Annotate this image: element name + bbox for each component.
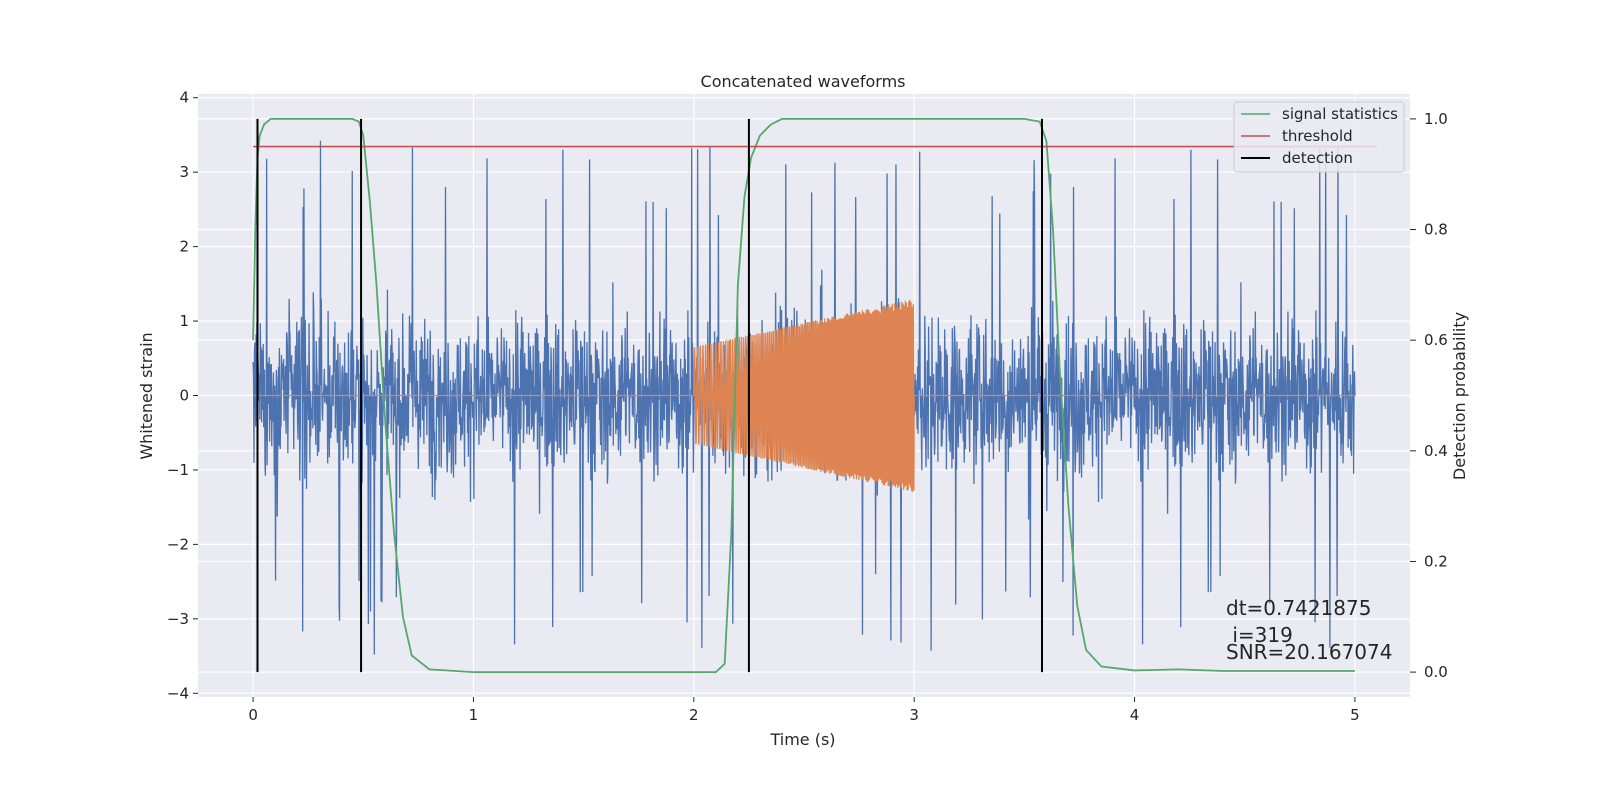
- y2-tick-label: 0.8: [1424, 221, 1448, 239]
- legend-label-threshold: threshold: [1282, 127, 1353, 145]
- y-tick-label: 1: [179, 312, 189, 330]
- x-tick-label: 4: [1130, 706, 1140, 724]
- y2-tick-label: 0.6: [1424, 331, 1448, 349]
- legend: signal statistics threshold detection: [1233, 101, 1405, 173]
- annotation-snr: SNR=20.167074: [1226, 640, 1392, 664]
- x-tick-label: 0: [248, 706, 258, 724]
- x-tick-label: 5: [1350, 706, 1360, 724]
- signal-statistics-line: [252, 117, 1355, 674]
- annotation-i: i=319: [1226, 623, 1293, 647]
- injected-signal-line: [253, 299, 1355, 492]
- legend-label-signal-statistics: signal statistics: [1282, 105, 1398, 123]
- data-layer: [252, 117, 1377, 674]
- x-tick-label: 3: [909, 706, 919, 724]
- axes: 0 1 2 3 4 5 −4 −3 −2 −1 0 1 2 3 4 0.0 0.2 0.4 0.6 0.8 1.0: [167, 89, 1448, 724]
- x-axis-label: Time (s): [769, 730, 835, 749]
- y-tick-label: −3: [167, 610, 189, 628]
- y2-tick-label: 0.4: [1424, 442, 1448, 460]
- y-axis-label: Whitened strain: [137, 332, 156, 459]
- y-tick-label: −1: [167, 461, 189, 479]
- annotation-dt: dt=0.7421875: [1226, 596, 1371, 620]
- x-tick-label: 2: [689, 706, 699, 724]
- chart-title: Concatenated waveforms: [701, 72, 906, 91]
- y-tick-label: −4: [167, 684, 189, 702]
- legend-label-detection: detection: [1282, 149, 1353, 167]
- y2-axis-label: Detection probability: [1450, 312, 1469, 480]
- y-tick-label: 3: [179, 163, 189, 181]
- x-tick-label: 1: [469, 706, 479, 724]
- y-tick-label: 0: [179, 387, 189, 405]
- y2-tick-label: 0.2: [1424, 552, 1448, 570]
- y-tick-label: 2: [179, 238, 189, 256]
- y2-tick-label: 0.0: [1424, 663, 1448, 681]
- y-tick-label: −2: [167, 535, 189, 553]
- y2-tick-label: 1.0: [1424, 110, 1448, 128]
- y-tick-label: 4: [179, 89, 189, 107]
